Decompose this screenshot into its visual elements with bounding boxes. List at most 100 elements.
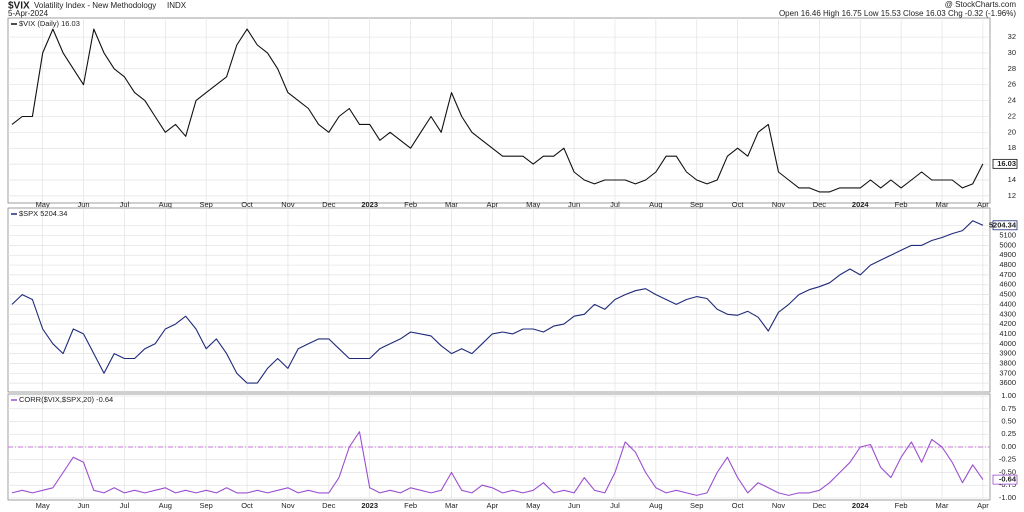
y-tick-label: 0.50 <box>1001 417 1016 426</box>
x-tick-label: Feb <box>404 501 417 510</box>
series-line <box>11 431 984 496</box>
series-line <box>11 220 984 384</box>
x-tick-label: Nov <box>772 200 786 209</box>
y-tick-label: 18 <box>1008 143 1016 152</box>
y-tick-label: 4000 <box>999 339 1016 348</box>
last-value-badge <box>992 220 1018 231</box>
x-tick-label: Sep <box>690 501 703 510</box>
x-tick-label: 2023 <box>361 200 378 209</box>
y-tick-label: 14 <box>1008 175 1016 184</box>
x-tick-label: May <box>36 501 50 510</box>
y-tick-label: 4400 <box>999 299 1016 308</box>
x-tick-label: Apr <box>487 200 499 209</box>
x-tick-label: Jun <box>568 200 580 209</box>
y-tick-label: 12 <box>1008 191 1016 200</box>
date: 5-Apr-2024 <box>8 9 49 18</box>
x-tick-label: May <box>36 200 50 209</box>
x-tick-label: Mar <box>936 501 949 510</box>
y-tick-label: 20 <box>1008 127 1016 136</box>
y-tick-label: 24 <box>1008 96 1016 105</box>
y-tick-label: -0.50 <box>999 467 1016 476</box>
x-tick-label: Sep <box>200 200 213 209</box>
panel-frame <box>7 17 991 204</box>
x-tick-label: Nov <box>281 200 295 209</box>
y-tick-label: 5000 <box>999 240 1016 249</box>
x-tick-label: Mar <box>445 501 458 510</box>
last-value-badge <box>992 474 1018 485</box>
x-tick-label: Jun <box>77 200 89 209</box>
x-tick-label: Feb <box>895 200 908 209</box>
x-tick-label: Nov <box>772 501 786 510</box>
quote: Open 16.46 High 16.75 Low 15.53 Close 16… <box>779 9 1016 18</box>
legend-label: $SPX 5204.34 <box>19 209 67 218</box>
y-tick-label: 4800 <box>999 260 1016 269</box>
y-tick-label: 28 <box>1008 64 1016 73</box>
y-tick-label: 0.25 <box>1001 429 1016 438</box>
symbol: $VIX <box>8 1 30 12</box>
x-tick-label: Dec <box>322 501 336 510</box>
x-tick-label: Sep <box>200 501 213 510</box>
x-tick-label: Jul <box>120 501 130 510</box>
y-tick-label: 3700 <box>999 368 1016 377</box>
x-tick-label: Mar <box>936 200 949 209</box>
legend-label: $VIX (Daily) 16.03 <box>19 19 80 28</box>
x-tick-label: Jun <box>77 501 89 510</box>
y-tick-label: 3600 <box>999 378 1016 387</box>
x-tick-label: Dec <box>813 501 827 510</box>
x-tick-label: Jul <box>120 200 130 209</box>
x-tick-label: 2024 <box>852 501 870 510</box>
x-tick-label: Jul <box>610 501 620 510</box>
x-tick-label: Jun <box>568 501 580 510</box>
x-tick-label: Sep <box>690 200 703 209</box>
y-tick-label: 0.75 <box>1001 404 1016 413</box>
y-tick-label: -0.25 <box>999 455 1016 464</box>
x-tick-label: Feb <box>404 200 417 209</box>
x-tick-label: 2024 <box>852 200 870 209</box>
y-tick-label: -0.75 <box>999 480 1016 489</box>
x-tick-label: Feb <box>895 501 908 510</box>
y-tick-label: 4600 <box>999 280 1016 289</box>
y-tick-label: 3900 <box>999 349 1016 358</box>
y-tick-label: 4300 <box>999 309 1016 318</box>
y-tick-label: 4200 <box>999 319 1016 328</box>
last-value-label: 16.03 <box>997 159 1016 168</box>
x-tick-label: Oct <box>241 501 254 510</box>
x-tick-label: Dec <box>813 200 827 209</box>
panel-frame <box>7 207 991 393</box>
y-tick-label: 4500 <box>999 290 1016 299</box>
y-tick-label: 4100 <box>999 329 1016 338</box>
series-line <box>11 28 984 193</box>
y-tick-label: 30 <box>1008 48 1016 57</box>
last-value-label: -0.64 <box>999 475 1017 484</box>
x-tick-label: Oct <box>732 200 745 209</box>
x-tick-label: May <box>526 501 540 510</box>
x-tick-label: 2023 <box>361 501 378 510</box>
x-tick-label: May <box>526 200 540 209</box>
x-tick-label: Aug <box>159 200 172 209</box>
x-tick-label: Aug <box>159 501 172 510</box>
legend-label: CORR($VIX,$SPX,20) -0.64 <box>19 395 113 404</box>
y-tick-label: 0.00 <box>1001 442 1016 451</box>
x-tick-label: Oct <box>241 200 254 209</box>
x-tick-label: Apr <box>977 200 989 209</box>
x-tick-label: Aug <box>649 200 662 209</box>
last-value-badge <box>992 158 1018 169</box>
y-tick-label: 4700 <box>999 270 1016 279</box>
x-tick-label: Nov <box>281 501 295 510</box>
x-tick-label: Dec <box>322 200 336 209</box>
y-tick-label: -1.00 <box>999 493 1016 502</box>
x-tick-label: Mar <box>445 200 458 209</box>
x-tick-label: Apr <box>487 501 499 510</box>
last-value-label: 5204.34 <box>989 220 1017 229</box>
x-tick-label: Jul <box>610 200 620 209</box>
instrument-name: Volatility Index - New Methodology <box>34 1 156 10</box>
watermark: @ StockCharts.com <box>945 0 1017 9</box>
x-tick-label: Aug <box>649 501 662 510</box>
y-tick-label: 22 <box>1008 111 1016 120</box>
x-tick-label: Oct <box>732 501 745 510</box>
y-tick-label: 4900 <box>999 250 1016 259</box>
y-tick-label: 26 <box>1008 80 1016 89</box>
y-tick-label: 5100 <box>999 231 1016 240</box>
x-tick-label: Apr <box>977 501 989 510</box>
